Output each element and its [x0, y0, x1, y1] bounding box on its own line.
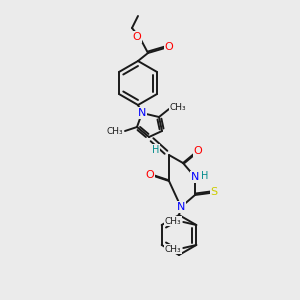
- Text: N: N: [191, 172, 199, 182]
- Text: H: H: [201, 171, 209, 181]
- Text: O: O: [165, 42, 173, 52]
- Text: O: O: [133, 32, 141, 42]
- Text: CH₃: CH₃: [106, 128, 123, 136]
- Text: CH₃: CH₃: [170, 103, 187, 112]
- Text: N: N: [138, 108, 146, 118]
- Text: O: O: [146, 170, 154, 180]
- Text: S: S: [210, 187, 218, 197]
- Text: CH₃: CH₃: [165, 217, 181, 226]
- Text: O: O: [194, 146, 202, 156]
- Text: CH₃: CH₃: [165, 244, 181, 253]
- Text: N: N: [177, 202, 185, 212]
- Text: H: H: [152, 145, 160, 155]
